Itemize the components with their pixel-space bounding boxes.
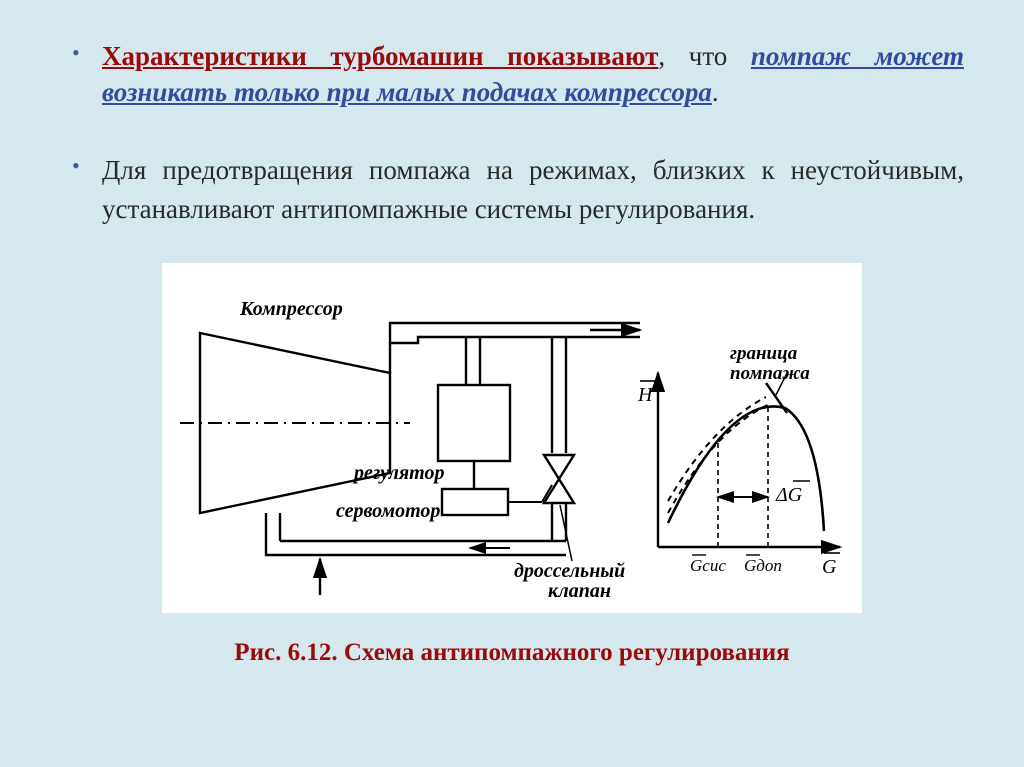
- figure-container: Компрессор регулятор сервомотор дроссель…: [162, 263, 862, 613]
- text-tail: .: [712, 77, 719, 107]
- delta-G: ΔG: [775, 481, 810, 506]
- paragraph-1: Характеристики турбомашин показывают, чт…: [102, 38, 964, 111]
- figure-caption: Рис. 6.12. Схема антипомпажного регулиро…: [60, 639, 964, 667]
- svg-text:ΔG: ΔG: [775, 484, 803, 506]
- label-compressor: Компрессор: [239, 298, 343, 320]
- label-servomotor: сервомотор: [336, 500, 440, 522]
- axis-H: H: [637, 381, 656, 406]
- bullet-1: Характеристики турбомашин показывают, чт…: [60, 38, 964, 111]
- svg-text:G: G: [822, 556, 837, 578]
- paragraph-2: Для предотвращения помпажа на режимах, б…: [102, 151, 964, 229]
- svg-text:Gсис: Gсис: [690, 556, 726, 575]
- text-mid: , что: [658, 41, 750, 71]
- axis-G: G: [822, 553, 840, 578]
- label-surge-1: граница: [730, 343, 798, 364]
- bullet-list: Характеристики турбомашин показывают, чт…: [60, 38, 964, 229]
- label-throttle-1: дроссельный: [514, 560, 625, 582]
- label-Gsys: Gсис: [690, 555, 726, 575]
- label-throttle-2: клапан: [548, 580, 611, 602]
- label-Gdop: Gдоп: [744, 555, 782, 575]
- svg-text:H: H: [637, 384, 654, 406]
- bullet-2: Для предотвращения помпажа на режимах, б…: [60, 151, 964, 229]
- anti-surge-diagram: Компрессор регулятор сервомотор дроссель…: [170, 273, 854, 603]
- emphasis-red: Характеристики турбомашин показывают: [102, 41, 658, 71]
- svg-text:Gдоп: Gдоп: [744, 556, 782, 575]
- label-surge-2: помпажа: [730, 363, 810, 384]
- label-regulator: регулятор: [352, 462, 444, 484]
